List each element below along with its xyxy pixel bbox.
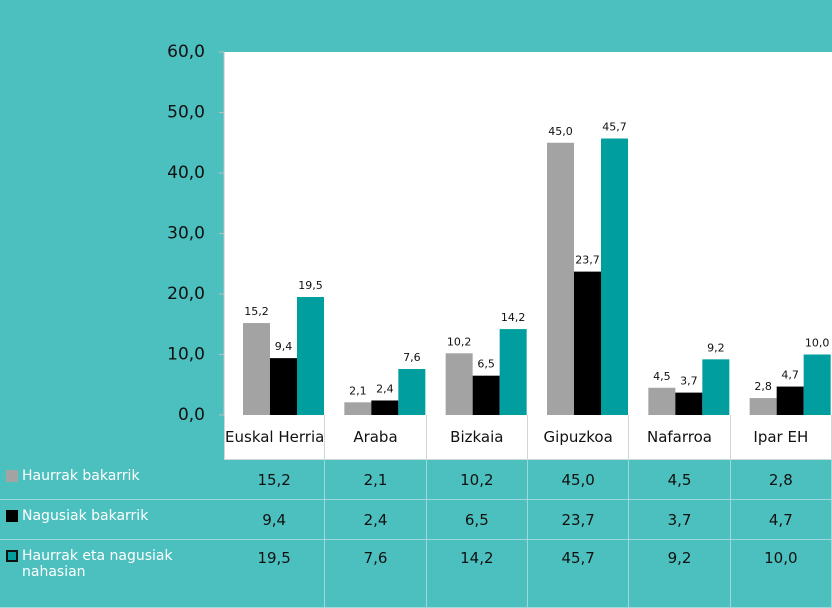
table-cell: 45,0	[528, 460, 630, 500]
bar	[648, 387, 676, 415]
bar	[776, 386, 804, 415]
y-tick-label: 20,0	[167, 284, 205, 304]
data-label: 45,7	[602, 121, 627, 134]
table-cell: 2,8	[730, 460, 832, 500]
table-cell: 23,7	[528, 500, 630, 540]
category-cell: Araba	[325, 415, 427, 460]
data-label: 3,7	[680, 375, 698, 388]
bar	[547, 142, 574, 415]
table-cell: 10,0	[730, 540, 832, 608]
table-cell: 19,5	[224, 540, 326, 608]
data-label: 2,4	[376, 382, 394, 395]
data-label: 2,8	[754, 380, 772, 393]
table-cell: 4,5	[629, 460, 731, 500]
data-label: 15,2	[244, 305, 269, 318]
table-cell: 15,2	[224, 460, 326, 500]
data-label: 9,4	[275, 340, 293, 353]
bar	[499, 329, 527, 415]
category-cell: Bizkaia	[426, 415, 528, 460]
y-tick-label: 10,0	[167, 345, 205, 365]
table-cell: 9,2	[629, 540, 731, 608]
plot-area	[224, 52, 832, 415]
bar	[749, 398, 777, 415]
bar	[371, 400, 399, 415]
bar	[398, 369, 426, 415]
bar	[445, 353, 473, 415]
legend-cell: Nagusiak bakarrik	[0, 500, 224, 540]
data-label: 19,5	[298, 279, 323, 292]
category-cell: Nafarroa	[629, 415, 731, 460]
legend-label: Nagusiak bakarrik	[22, 508, 149, 524]
legend-cell: Haurrak eta nagusiak nahasian	[0, 540, 224, 608]
data-label: 45,0	[548, 125, 573, 138]
legend-label: Haurrak eta nagusiak nahasian	[22, 548, 173, 580]
table-cell: 7,6	[325, 540, 427, 608]
legend-swatch	[6, 510, 18, 522]
bar	[675, 392, 703, 415]
y-tick-label: 0,0	[178, 405, 205, 425]
table-cell: 9,4	[224, 500, 326, 540]
bar	[702, 359, 730, 415]
data-label: 10,2	[447, 335, 472, 348]
table-cell: 6,5	[426, 500, 528, 540]
category-cell: Gipuzkoa	[528, 415, 630, 460]
category-cell: Ipar EH	[730, 415, 832, 460]
data-label: 9,2	[707, 341, 725, 354]
table-cell: 4,7	[730, 500, 832, 540]
y-tick-label: 40,0	[167, 163, 205, 183]
bar	[574, 271, 601, 415]
bar	[297, 297, 324, 415]
data-label: 23,7	[575, 254, 600, 267]
table-cell: 3,7	[629, 500, 731, 540]
data-label: 4,7	[781, 369, 799, 382]
legend-swatch	[6, 470, 18, 482]
table-cell: 2,4	[325, 500, 427, 540]
data-label: 14,2	[501, 311, 526, 324]
y-tick-label: 30,0	[167, 224, 205, 244]
table-cell: 2,1	[325, 460, 427, 500]
y-tick-label: 50,0	[167, 103, 205, 123]
table-cell: 14,2	[426, 540, 528, 608]
bar	[344, 402, 372, 415]
data-label: 10,0	[805, 337, 830, 350]
bar	[270, 358, 297, 415]
table-cell: 45,7	[528, 540, 630, 608]
legend-cell: Haurrak bakarrik	[0, 460, 224, 500]
data-label: 7,6	[403, 351, 421, 364]
data-label: 6,5	[477, 358, 495, 371]
table-cell: 10,2	[426, 460, 528, 500]
category-cell: Euskal Herria	[224, 415, 326, 460]
y-tick-label: 60,0	[167, 42, 205, 62]
bar	[601, 138, 628, 415]
data-label: 4,5	[653, 370, 671, 383]
bar	[803, 354, 831, 415]
bar	[243, 323, 270, 415]
legend-swatch	[6, 550, 18, 562]
legend-label: Haurrak bakarrik	[22, 468, 140, 484]
data-label: 2,1	[349, 384, 367, 397]
bar	[472, 375, 500, 415]
